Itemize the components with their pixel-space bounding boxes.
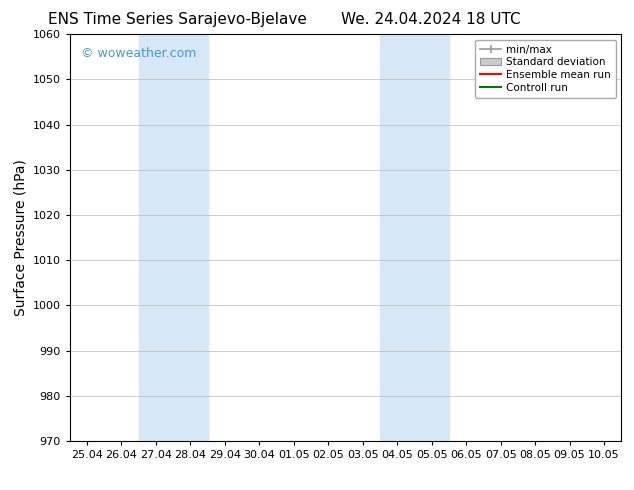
Y-axis label: Surface Pressure (hPa): Surface Pressure (hPa) <box>13 159 27 316</box>
Text: ENS Time Series Sarajevo-Bjelave: ENS Time Series Sarajevo-Bjelave <box>48 12 307 27</box>
Bar <box>139 34 207 441</box>
Text: We. 24.04.2024 18 UTC: We. 24.04.2024 18 UTC <box>341 12 521 27</box>
Text: © woweather.com: © woweather.com <box>81 47 196 59</box>
Legend: min/max, Standard deviation, Ensemble mean run, Controll run: min/max, Standard deviation, Ensemble me… <box>475 40 616 98</box>
Bar <box>380 34 449 441</box>
